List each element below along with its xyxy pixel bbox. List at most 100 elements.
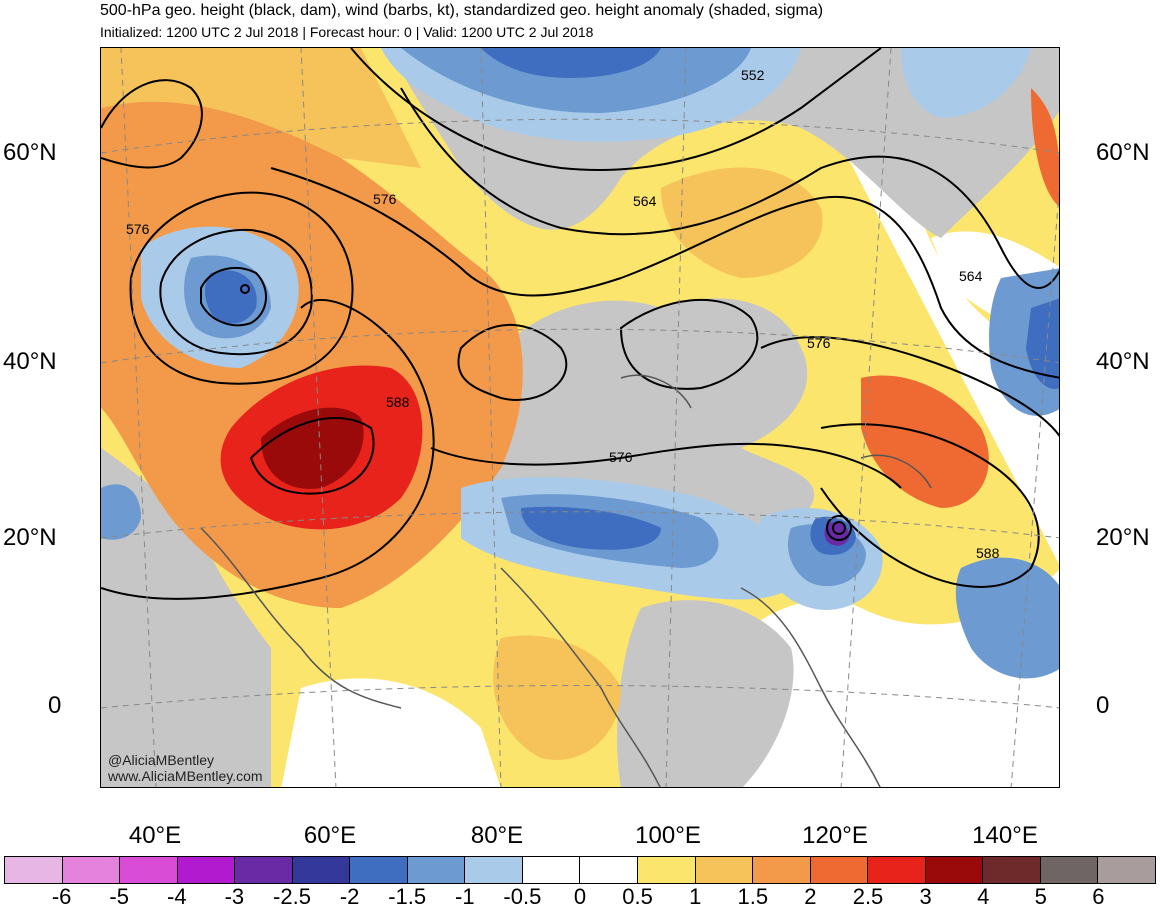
colorbar-cell [120, 857, 178, 883]
colorbar-label: -1.5 [388, 884, 427, 909]
map-canvas: 552 564 576 576 588 576 576 564 588 [101, 48, 1059, 787]
colorbar [4, 856, 1156, 884]
contour-label-576-b: 576 [126, 221, 150, 237]
colorbar-label: -2.5 [273, 884, 311, 909]
anomaly-orange-south [493, 635, 621, 760]
colorbar-cell [177, 857, 236, 883]
coastlines [200, 374, 932, 787]
lon-label-100e: 100°E [635, 822, 701, 849]
lat-label-left-60: 60°N [3, 139, 57, 166]
credit-site: www.AliciaMBentley.com [108, 768, 263, 784]
chart-title: 500-hPa geo. height (black, dam), wind (… [100, 2, 824, 19]
colorbar-cell [1040, 857, 1099, 883]
contour-caspian-inner [200, 267, 268, 327]
contour-label-588-a: 588 [386, 394, 410, 410]
contour-564-north [400, 87, 1059, 289]
lat-label-left-40: 40°N [3, 348, 57, 375]
anomaly-midblue-north [401, 48, 751, 114]
contour-576-central [457, 323, 568, 401]
typhoon-contours [826, 515, 852, 541]
contour-588-east [820, 423, 1040, 588]
contour-552 [350, 48, 882, 171]
anomaly-blue-west-small [101, 484, 141, 540]
lon-label-40e: 40°E [128, 822, 182, 849]
graticule [101, 48, 1059, 787]
contour-label-588-b: 588 [976, 545, 1000, 561]
anomaly-white-area-sw [281, 678, 501, 787]
colorbar-label: 4 [977, 884, 990, 909]
colorbar-label: 3 [919, 884, 932, 909]
colorbar-label: -6 [51, 884, 72, 909]
colorbar-cell [925, 857, 984, 883]
contour-576-mid [619, 298, 759, 390]
contour-label-564-a: 564 [633, 193, 657, 209]
contour-576-north [270, 167, 1059, 379]
colorbar-label: 5 [1034, 884, 1047, 909]
contour-576-east [760, 336, 1059, 438]
colorbar-cell [407, 857, 466, 883]
anomaly-grey-se [617, 600, 794, 787]
colorbar-cell [522, 857, 581, 883]
colorbar-label: 2.5 [852, 884, 884, 909]
contour-label-564-b: 564 [959, 268, 983, 284]
colorbar-cell [5, 857, 63, 883]
anomaly-light-orange-ring [101, 48, 421, 168]
colorbar-cell [1098, 857, 1155, 883]
anomaly-blue-caspian-core [205, 270, 257, 324]
colorbar-cell [292, 857, 351, 883]
contour-label-552: 552 [741, 67, 765, 83]
colorbar-cell [983, 857, 1041, 883]
credit-handle: @AliciaMBentley [108, 752, 215, 768]
colorbar-cell [695, 857, 754, 883]
contour-label-576-d: 576 [807, 335, 831, 351]
lat-label-right-0: 0 [1096, 692, 1110, 719]
colorbar-label: -3 [224, 884, 245, 909]
colorbar-cell [235, 857, 293, 883]
lat-label-left-20: 20°N [3, 524, 57, 551]
colorbar-label: -1 [455, 884, 475, 909]
chart-subtitle: Initialized: 1200 UTC 2 Jul 2018 | Forec… [100, 24, 594, 40]
colorbar-label: 2 [804, 884, 817, 909]
anomaly-blue-north-core [481, 48, 661, 78]
colorbar-cell [638, 857, 696, 883]
colorbar-label: 1.5 [737, 884, 769, 909]
colorbar-cell [62, 857, 121, 883]
lat-label-right-40: 40°N [1096, 348, 1150, 375]
anomaly-orange-east [861, 375, 989, 508]
lat-label-right-20: 20°N [1096, 524, 1150, 551]
anomaly-blue-east-pacific-core [1026, 298, 1059, 389]
colorbar-label: 0.5 [622, 884, 653, 909]
low-center-marker [240, 284, 250, 294]
colorbar-label: -0.5 [503, 884, 542, 909]
colorbar-label: 1 [689, 884, 702, 909]
contour-nw-arc [101, 79, 203, 169]
colorbar-cell [753, 857, 811, 883]
lon-label-80e: 80°E [470, 822, 524, 849]
map-panel: 552 564 576 576 588 576 576 564 588 [100, 47, 1060, 788]
contour-label-576-a: 576 [373, 191, 397, 207]
contour-576-south [430, 442, 902, 489]
anomaly-blue-tibet-core [521, 506, 661, 550]
contour-label-576-c: 576 [609, 449, 633, 465]
contour-588-west [101, 298, 435, 600]
lon-label-60e: 60°E [303, 822, 357, 849]
height-contours [101, 48, 1059, 600]
colorbar-cell [580, 857, 639, 883]
lat-label-left-0: 0 [48, 692, 62, 719]
colorbar-cell [810, 857, 869, 883]
colorbar-label: -5 [109, 884, 129, 909]
lat-label-right-60: 60°N [1096, 139, 1150, 166]
lon-label-140e: 140°E [972, 822, 1038, 849]
anomaly-darkred-core [261, 407, 364, 489]
colorbar-label: -4 [167, 884, 187, 909]
colorbar-cell [350, 857, 408, 883]
anomaly-orange-north-mid [661, 167, 823, 278]
colorbar-cell [868, 857, 926, 883]
contour-588-inner [249, 417, 375, 495]
lon-label-120e: 120°E [802, 822, 868, 849]
colorbar-cell [465, 857, 523, 883]
contour-caspian-mid [159, 228, 313, 356]
anomaly-orange-northeast [1031, 88, 1059, 207]
anomaly-blue-ne [901, 48, 1031, 118]
colorbar-label: 6 [1092, 884, 1105, 909]
